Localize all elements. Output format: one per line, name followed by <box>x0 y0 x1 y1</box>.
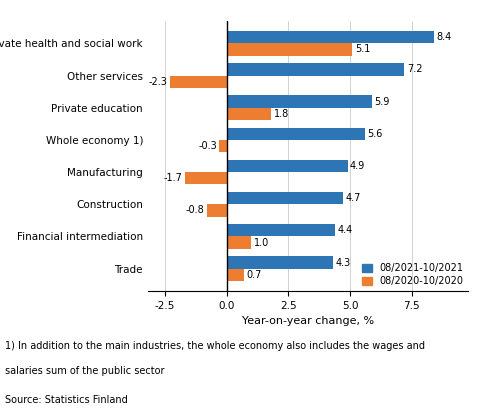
Bar <box>227 256 333 269</box>
Bar <box>170 76 227 88</box>
X-axis label: Year-on-year change, %: Year-on-year change, % <box>242 317 374 327</box>
Bar <box>227 236 251 249</box>
Text: -1.7: -1.7 <box>164 173 182 183</box>
Text: 4.4: 4.4 <box>338 225 353 235</box>
Bar <box>185 172 227 184</box>
Bar <box>227 160 348 172</box>
Text: 5.6: 5.6 <box>367 129 383 139</box>
Text: 5.9: 5.9 <box>375 97 390 106</box>
Text: -0.8: -0.8 <box>186 206 205 215</box>
Bar <box>227 269 244 281</box>
Text: 1.0: 1.0 <box>254 238 269 248</box>
Text: Source: Statistics Finland: Source: Statistics Finland <box>5 395 128 405</box>
Bar <box>227 108 271 120</box>
Text: -2.3: -2.3 <box>149 77 168 87</box>
Text: 0.7: 0.7 <box>246 270 262 280</box>
Text: -0.3: -0.3 <box>198 141 217 151</box>
Legend: 08/2021-10/2021, 08/2020-10/2020: 08/2021-10/2021, 08/2020-10/2020 <box>362 263 463 286</box>
Bar <box>227 31 434 43</box>
Bar <box>227 96 372 108</box>
Text: 1.8: 1.8 <box>274 109 289 119</box>
Text: 7.2: 7.2 <box>407 64 422 74</box>
Bar <box>227 224 335 236</box>
Text: 4.9: 4.9 <box>350 161 365 171</box>
Bar <box>227 192 343 204</box>
Text: 5.1: 5.1 <box>355 45 370 54</box>
Bar <box>207 204 227 216</box>
Text: 4.7: 4.7 <box>345 193 360 203</box>
Bar <box>227 63 404 76</box>
Text: 4.3: 4.3 <box>335 258 351 267</box>
Text: 1) In addition to the main industries, the whole economy also includes the wages: 1) In addition to the main industries, t… <box>5 341 425 351</box>
Bar <box>227 128 365 140</box>
Text: 8.4: 8.4 <box>436 32 452 42</box>
Text: salaries sum of the public sector: salaries sum of the public sector <box>5 366 165 376</box>
Bar <box>227 43 352 56</box>
Bar <box>219 140 227 152</box>
